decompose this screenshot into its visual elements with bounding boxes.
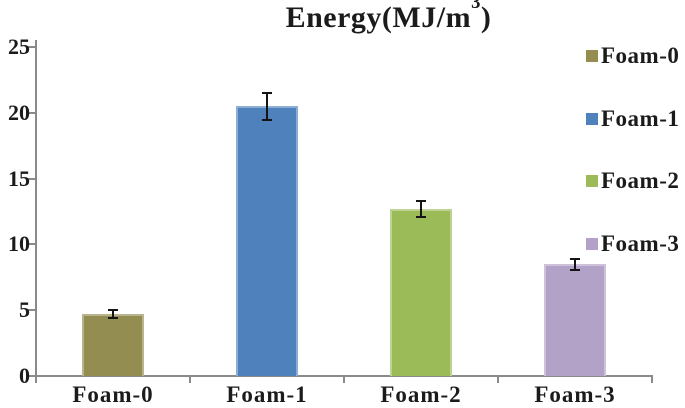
- error-bar-cap-top: [570, 257, 580, 260]
- error-bar-line: [420, 199, 422, 219]
- legend-item-foam-1: Foam-1: [586, 105, 680, 131]
- legend-item-foam-3: Foam-3: [586, 230, 680, 256]
- plot-area: 0 5 10 15 20 25: [8, 35, 653, 388]
- chart-title-text: Energy(MJ/m: [285, 1, 472, 34]
- chart-title-superscript: 3: [471, 0, 481, 13]
- y-tick-label: 0: [19, 363, 30, 388]
- y-tick-mark: [27, 309, 35, 312]
- legend-label: Foam-2: [601, 168, 680, 193]
- legend-swatch: [586, 237, 598, 250]
- chart-title: Energy(MJ/m3): [92, 0, 685, 35]
- error-bar-foam-1: [262, 91, 272, 121]
- x-tick-mark: [497, 377, 499, 383]
- legend-swatch: [586, 50, 598, 62]
- legend-item-foam-2: Foam-2: [586, 168, 680, 193]
- y-tick-label: 5: [19, 297, 30, 323]
- y-tick-label: 10: [8, 231, 30, 257]
- bar-foam-2: [390, 208, 452, 376]
- x-tick-mark: [189, 377, 191, 383]
- bar-foam-3: [544, 264, 606, 376]
- bar-foam-0: [82, 314, 144, 376]
- y-axis-line: [35, 40, 37, 376]
- x-category-label: Foam-1: [226, 382, 308, 407]
- error-bar-cap-top: [108, 308, 118, 311]
- error-bar-foam-0: [108, 308, 118, 320]
- y-tick-mark: [27, 243, 35, 246]
- x-tick-mark: [343, 377, 345, 383]
- bar-foam-1: [236, 106, 298, 376]
- error-bar-foam-2: [416, 199, 426, 219]
- y-tick-label: 15: [8, 165, 30, 191]
- x-category-label: Foam-2: [380, 382, 462, 407]
- error-bar-cap-top: [416, 199, 426, 202]
- legend-label: Foam-0: [601, 43, 680, 68]
- x-category-label: Foam-3: [534, 382, 616, 407]
- error-bar-cap-bottom: [108, 317, 118, 320]
- x-category-label: Foam-0: [72, 382, 154, 407]
- error-bar-cap-top: [262, 91, 272, 94]
- error-bar-cap-bottom: [416, 216, 426, 219]
- error-bar-foam-3: [570, 257, 580, 271]
- y-tick-label: 20: [8, 99, 30, 125]
- legend-swatch: [586, 112, 598, 125]
- legend: Foam-0 Foam-1 Foam-2 Foam-3: [586, 0, 685, 408]
- chart-title-suffix: ): [480, 1, 492, 34]
- y-tick-label: 25: [8, 34, 30, 59]
- y-tick-mark: [27, 375, 35, 377]
- x-tick-mark: [651, 377, 653, 383]
- y-tick-mark: [27, 46, 35, 48]
- error-bar-line: [112, 308, 114, 320]
- error-bar-line: [574, 257, 576, 271]
- legend-swatch: [586, 175, 598, 187]
- error-bar-cap-bottom: [262, 118, 272, 121]
- legend-label: Foam-1: [601, 105, 680, 131]
- x-tick-mark: [35, 377, 37, 383]
- legend-label: Foam-3: [601, 230, 680, 256]
- x-axis-line: [35, 375, 653, 377]
- legend-item-foam-0: Foam-0: [586, 43, 680, 68]
- y-tick-mark: [27, 177, 35, 180]
- error-bar-line: [266, 91, 268, 121]
- y-tick-mark: [27, 111, 35, 114]
- error-bar-cap-bottom: [570, 268, 580, 271]
